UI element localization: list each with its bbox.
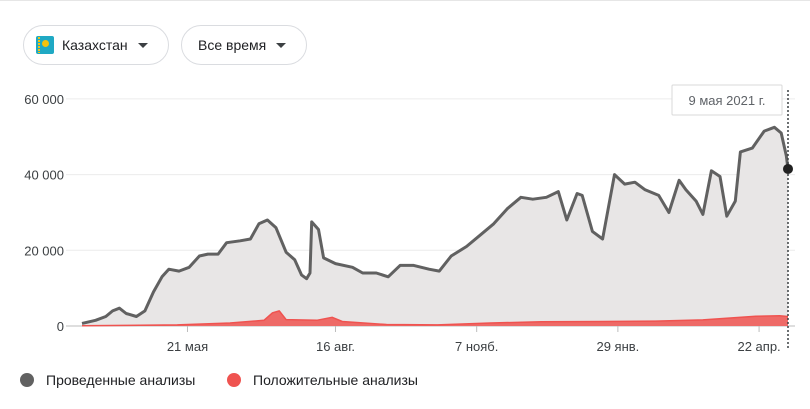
kazakhstan-flag-icon	[36, 36, 54, 54]
country-selector[interactable]: Казахстан	[23, 25, 169, 65]
x-tick-label: 29 янв.	[596, 339, 639, 354]
tooltip-box	[671, 84, 783, 116]
legend-item-positive[interactable]: Положительные анализы	[227, 370, 418, 390]
legend-label-tests: Проведенные анализы	[46, 372, 196, 388]
legend-item-tests[interactable]: Проведенные анализы	[20, 370, 195, 390]
y-tick-label: 60 000	[24, 92, 64, 107]
series-line-1	[81, 310, 789, 327]
hover-point	[783, 163, 793, 174]
x-tick-label: 22 апр.	[737, 339, 780, 354]
chevron-down-icon	[137, 42, 148, 48]
tooltip-date: 9 мая 2021 г.	[689, 93, 766, 108]
series-area-0	[82, 127, 788, 326]
series-area-1	[82, 310, 788, 326]
y-tick-label: 40 000	[24, 168, 64, 183]
legend-dot-positive	[227, 373, 241, 387]
chevron-down-icon	[276, 42, 287, 48]
x-tick-label: 16 авг.	[316, 339, 355, 354]
x-tick-label: 7 нояб.	[455, 339, 498, 354]
series-line-0	[81, 125, 790, 325]
x-tick-label: 21 мая	[167, 339, 208, 354]
legend-dot-tests	[20, 373, 34, 387]
period-selector-label: Все время	[198, 37, 267, 53]
y-tick-label: 20 000	[24, 243, 64, 258]
legend-label-positive: Положительные анализы	[253, 372, 418, 388]
country-selector-label: Казахстан	[62, 37, 128, 53]
y-tick-label: 0	[57, 319, 64, 334]
period-selector[interactable]: Все время	[181, 25, 307, 65]
top-divider	[0, 0, 810, 1]
tests-chart[interactable]: 0 20 000 40 000 60 000 21 мая 16 авг. 7 нояб. 2…	[0, 80, 810, 365]
